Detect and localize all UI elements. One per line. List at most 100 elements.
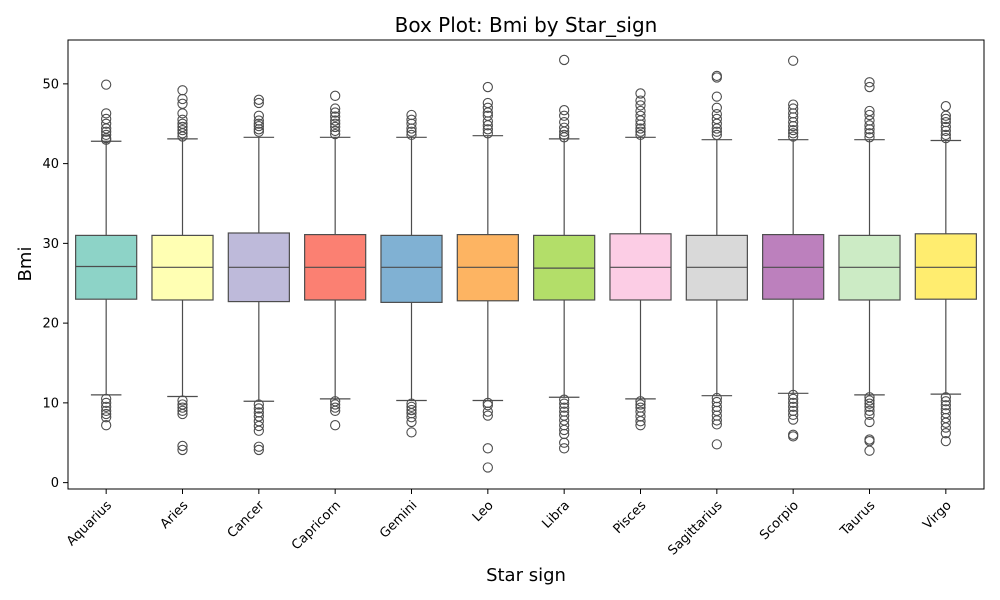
flier-aquarius	[101, 129, 112, 141]
flier-leo	[482, 102, 493, 113]
flier-sagittarius	[711, 72, 722, 83]
x-tick-label-leo: Leo	[470, 498, 497, 525]
flier-pisces	[635, 399, 646, 410]
flier-aquarius	[101, 118, 112, 129]
flier-libra	[559, 424, 570, 436]
flier-aries	[177, 114, 188, 125]
flier-cancer	[253, 403, 264, 414]
flier-aquarius	[101, 412, 112, 423]
flier-capricorn	[330, 118, 341, 129]
flier-gemini	[406, 412, 417, 423]
flier-taurus	[864, 128, 875, 139]
flier-libra	[559, 105, 570, 116]
flier-cancer	[253, 118, 264, 129]
flier-leo	[482, 81, 493, 93]
flier-aries	[177, 444, 188, 456]
flier-capricorn	[330, 402, 341, 413]
flier-aries	[177, 405, 188, 416]
flier-aquarius	[101, 420, 112, 431]
flier-capricorn	[330, 125, 341, 137]
chart-title: Box Plot: Bmi by Star_sign	[395, 13, 658, 37]
flier-scorpio	[788, 414, 799, 425]
x-tick-label-aquarius: Aquarius	[64, 498, 115, 549]
flier-aquarius	[101, 397, 112, 409]
box-gemini	[380, 234, 443, 303]
flier-aquarius	[101, 393, 112, 405]
flier-capricorn	[330, 111, 341, 122]
flier-cancer	[253, 120, 264, 132]
flier-taurus	[864, 132, 875, 143]
flier-scorpio	[788, 55, 799, 66]
flier-taurus	[864, 77, 875, 88]
flier-aquarius	[101, 408, 112, 420]
flier-aries	[177, 395, 188, 406]
flier-taurus	[864, 409, 875, 420]
box-aquarius	[75, 234, 138, 300]
flier-gemini	[406, 416, 417, 428]
y-tick-label: 0	[51, 476, 59, 491]
flier-capricorn	[330, 405, 341, 416]
flier-cancer	[253, 94, 264, 105]
x-tick-label-aries: Aries	[158, 498, 192, 532]
flier-aries	[177, 85, 188, 96]
flier-gemini	[406, 126, 417, 137]
flier-libra	[559, 54, 570, 66]
flier-aries	[177, 128, 188, 139]
flier-leo	[482, 443, 493, 454]
flier-taurus	[864, 81, 875, 93]
flier-pisces	[635, 119, 646, 130]
flier-cancer	[253, 444, 264, 456]
flier-scorpio	[788, 409, 799, 420]
flier-taurus	[864, 445, 875, 456]
flier-scorpio	[788, 431, 799, 442]
y-tick-label: 50	[42, 77, 59, 92]
flier-sagittarius	[711, 91, 722, 102]
flier-scorpio	[788, 393, 799, 405]
flier-pisces	[635, 115, 646, 126]
flier-taurus	[864, 124, 875, 135]
flier-virgo	[940, 132, 951, 144]
y-tick-label: 40	[42, 157, 59, 172]
y-axis-label: Bmi	[15, 247, 36, 282]
flier-cancer	[253, 425, 264, 436]
flier-scorpio	[788, 397, 799, 409]
flier-leo	[482, 410, 493, 421]
flier-aquarius	[101, 108, 112, 119]
flier-aquarius	[101, 126, 112, 137]
flier-taurus	[864, 395, 875, 406]
flier-libra	[559, 126, 570, 137]
flier-libra	[559, 132, 570, 143]
x-tick-label-sagittarius: Sagittarius	[665, 498, 725, 558]
flier-taurus	[864, 120, 875, 131]
y-tick-label: 10	[42, 396, 59, 411]
flier-libra	[559, 402, 570, 413]
flier-capricorn	[330, 128, 341, 140]
flier-leo	[482, 406, 493, 417]
flier-cancer	[253, 420, 264, 432]
flier-pisces	[635, 420, 646, 431]
x-tick-label-gemini: Gemini	[377, 498, 420, 541]
flier-aries	[177, 93, 188, 105]
flier-aquarius	[101, 134, 112, 145]
flier-virgo	[940, 113, 951, 125]
flier-taurus	[864, 401, 875, 413]
flier-virgo	[940, 121, 951, 133]
flier-capricorn	[330, 420, 341, 431]
flier-taurus	[864, 398, 875, 409]
x-tick-label-cancer: Cancer	[225, 498, 268, 541]
flier-leo	[482, 400, 493, 411]
plot-frame	[67, 39, 985, 490]
flier-scorpio	[788, 401, 799, 413]
flier-aries	[177, 440, 188, 452]
x-tick-label-virgo: Virgo	[920, 498, 954, 532]
flier-cancer	[253, 126, 264, 137]
flier-capricorn	[330, 121, 341, 133]
flier-virgo	[940, 428, 951, 439]
box-virgo	[914, 233, 977, 300]
flier-scorpio	[788, 116, 799, 128]
flier-sagittarius	[711, 126, 722, 137]
flier-leo	[482, 116, 493, 127]
flier-leo	[482, 128, 493, 139]
flier-gemini	[406, 129, 417, 141]
flier-pisces	[635, 396, 646, 407]
